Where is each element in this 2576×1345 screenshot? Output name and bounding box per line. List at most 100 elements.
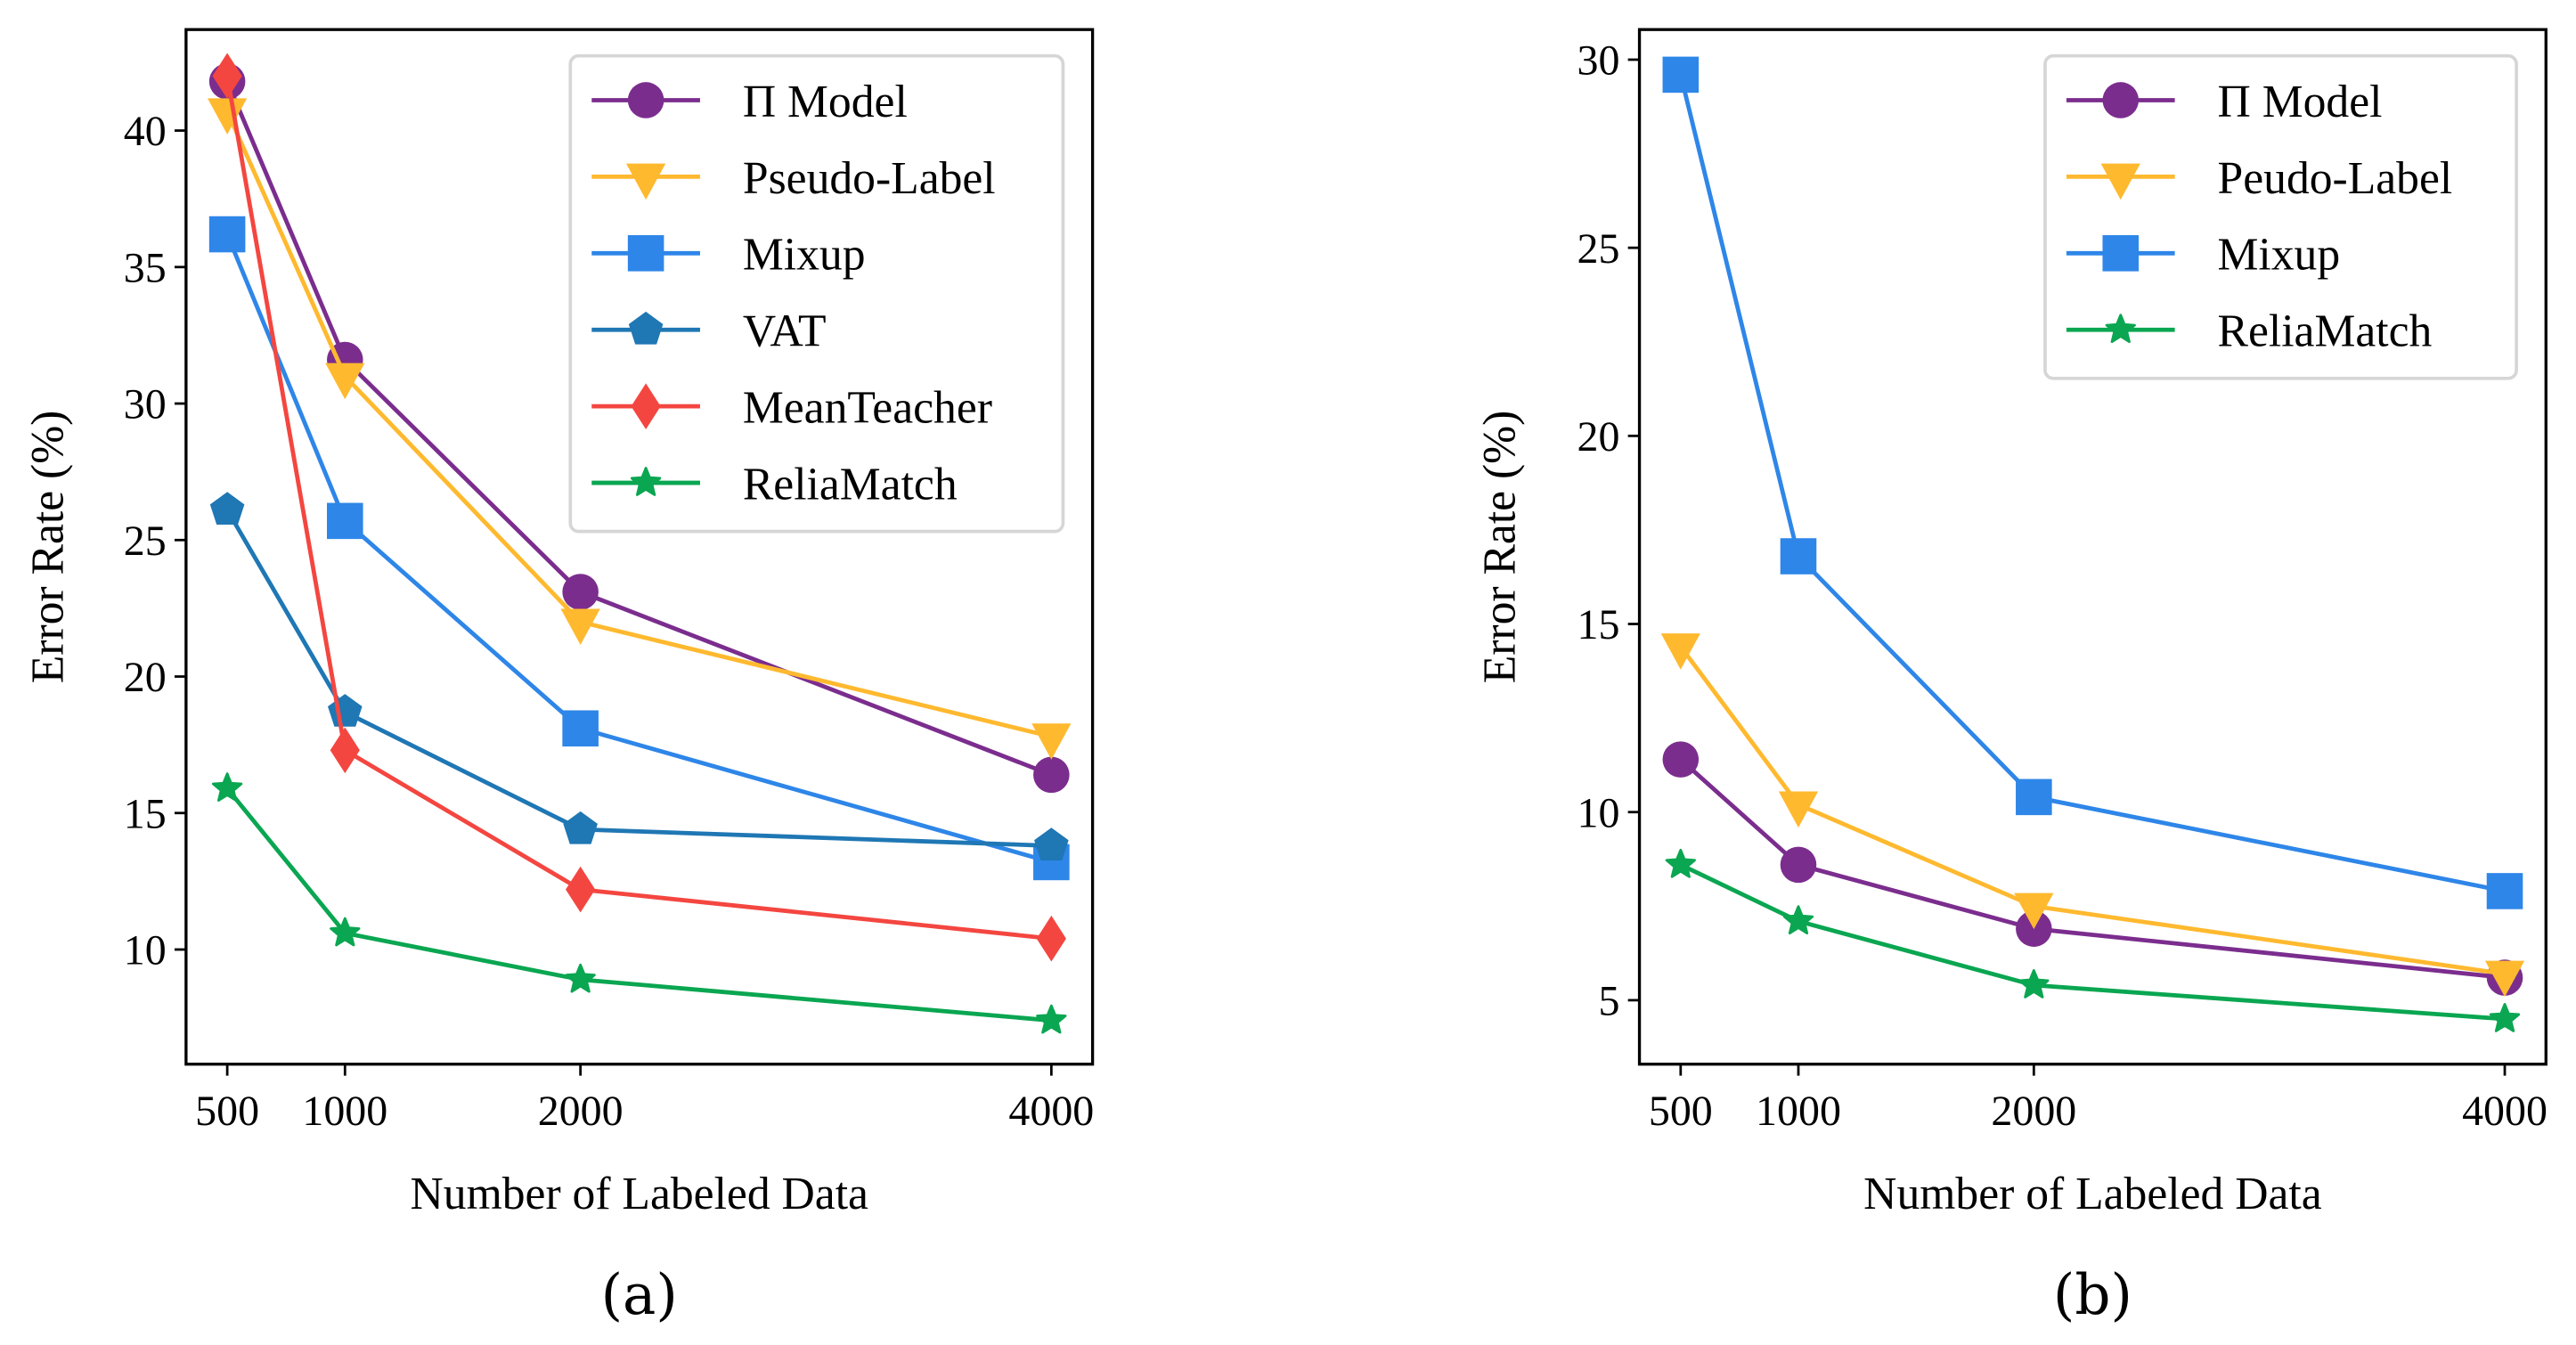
- marker-diamond: [631, 383, 661, 429]
- legend-entry: MeanTeacher: [591, 383, 992, 434]
- y-tick-label: 40: [124, 108, 167, 155]
- legend-entry: ReliaMatch: [2066, 306, 2433, 357]
- series-line: [225, 787, 1052, 1023]
- marker-square: [327, 502, 363, 540]
- marker-triangle-down: [325, 363, 365, 400]
- series-line: [225, 509, 1052, 848]
- marker-pentagon: [563, 811, 598, 844]
- y-tick-label: 30: [124, 381, 167, 428]
- x-tick-label: 1000: [1756, 1088, 1841, 1135]
- y-tick-label: 25: [1577, 225, 1620, 273]
- series-vat: [209, 492, 1069, 860]
- legend-label: ReliaMatch: [2218, 306, 2433, 357]
- marker-star: [2489, 1003, 2521, 1032]
- series-peudo-label: [1660, 633, 2525, 998]
- legend-label: Π Model: [743, 77, 908, 127]
- marker-pentagon: [1034, 827, 1069, 860]
- axes-frame: [1637, 28, 2547, 1066]
- series-pseudo-label: [208, 98, 1072, 760]
- marker-square: [1780, 538, 1817, 575]
- x-tick-label: 2000: [538, 1088, 624, 1135]
- y-tick-label: 15: [124, 790, 167, 837]
- marker-star: [330, 917, 361, 947]
- legend-entry: Mixup: [591, 230, 866, 281]
- marker-square: [2016, 778, 2052, 816]
- marker-circle: [1033, 756, 1070, 794]
- marker-circle: [1662, 741, 1700, 778]
- marker-diamond: [330, 727, 360, 774]
- series-mixup: [1662, 56, 2523, 909]
- marker-square: [2486, 873, 2523, 909]
- marker-pentagon: [628, 311, 664, 345]
- marker-diamond: [1036, 915, 1066, 962]
- x-tick-label: 500: [195, 1088, 259, 1135]
- legend-label: Mixup: [2218, 230, 2341, 281]
- series--model: [1662, 741, 2523, 996]
- marker-star: [2105, 314, 2136, 344]
- y-tick-label: 35: [124, 244, 167, 291]
- series-line: [1678, 74, 2506, 893]
- legend-label: Peudo-Label: [2218, 153, 2453, 204]
- marker-square: [627, 235, 664, 272]
- marker-square: [208, 216, 246, 253]
- y-tick-label: 5: [1598, 978, 1619, 1025]
- marker-square: [1662, 56, 1700, 94]
- y-tick-label: 20: [1577, 413, 1620, 461]
- marker-triangle-down: [560, 608, 600, 646]
- x-tick-label: 2000: [1991, 1088, 2076, 1135]
- series-line: [1679, 862, 2506, 1022]
- series-line: [224, 75, 1052, 942]
- marker-triangle-down: [2014, 893, 2054, 930]
- series-reliamatch: [211, 772, 1067, 1034]
- marker-star: [2018, 969, 2050, 999]
- legend-label: ReliaMatch: [743, 459, 958, 509]
- marker-star: [565, 963, 596, 993]
- legend: Π Model Peudo-Label Mixup ReliaMatch: [2043, 53, 2518, 380]
- series-line: [1678, 645, 2506, 976]
- legend-entry: Mixup: [2066, 230, 2341, 281]
- x-tick-label: 4000: [1008, 1088, 1094, 1135]
- subfigure-caption: (a): [601, 1262, 678, 1327]
- series-reliamatch: [1665, 848, 2521, 1032]
- marker-square: [562, 710, 599, 747]
- y-tick-label: 10: [1577, 789, 1620, 836]
- y-tick-label: 25: [124, 518, 167, 565]
- legend-label: Mixup: [743, 230, 866, 281]
- marker-star: [1782, 905, 1814, 935]
- series-mixup: [208, 216, 1070, 881]
- y-tick-label: 30: [1577, 37, 1620, 85]
- marker-triangle-down: [2484, 960, 2525, 998]
- legend-label: Π Model: [2218, 77, 2383, 127]
- series-line: [224, 110, 1052, 739]
- y-tick-label: 10: [124, 927, 167, 974]
- y-tick-label: 15: [1577, 601, 1620, 648]
- marker-star: [1665, 848, 1696, 878]
- marker-circle: [627, 82, 664, 118]
- series-line: [224, 80, 1053, 778]
- x-tick-label: 4000: [2462, 1088, 2547, 1135]
- chart-a: 500 1000 2000 4000 10 15 20 25 30 35 40 Number of L…: [23, 28, 1095, 1327]
- marker-triangle-down: [1778, 791, 1819, 828]
- legend-entry: Π Model: [2066, 77, 2383, 127]
- y-tick-label: 20: [124, 654, 167, 701]
- marker-circle: [562, 574, 599, 610]
- marker-star: [211, 772, 243, 802]
- marker-triangle-down: [2100, 163, 2140, 200]
- y-axis-label: Error Rate (%): [1474, 411, 1525, 684]
- legend-entry: Peudo-Label: [2066, 153, 2453, 204]
- legend-entry: Π Model: [591, 77, 908, 127]
- legend: Π Model Pseudo-Label Mixup VAT MeanTeacher Re…: [568, 53, 1065, 534]
- legend-entry: ReliaMatch: [591, 459, 958, 509]
- marker-triangle-down: [1660, 633, 1700, 670]
- marker-diamond: [566, 866, 596, 913]
- subfigure-caption: (b): [2053, 1262, 2132, 1327]
- marker-star: [1036, 1004, 1067, 1034]
- legend-label: MeanTeacher: [743, 383, 992, 434]
- series-line: [1679, 757, 2506, 980]
- x-axis-label: Number of Labeled Data: [1863, 1169, 2322, 1219]
- x-tick-label: 1000: [302, 1088, 387, 1135]
- marker-circle: [1780, 846, 1817, 884]
- chart-b: 500 1000 2000 4000 5 10 15 20 25 30 Number of Labe…: [1474, 28, 2547, 1327]
- axes-frame: [184, 28, 1095, 1066]
